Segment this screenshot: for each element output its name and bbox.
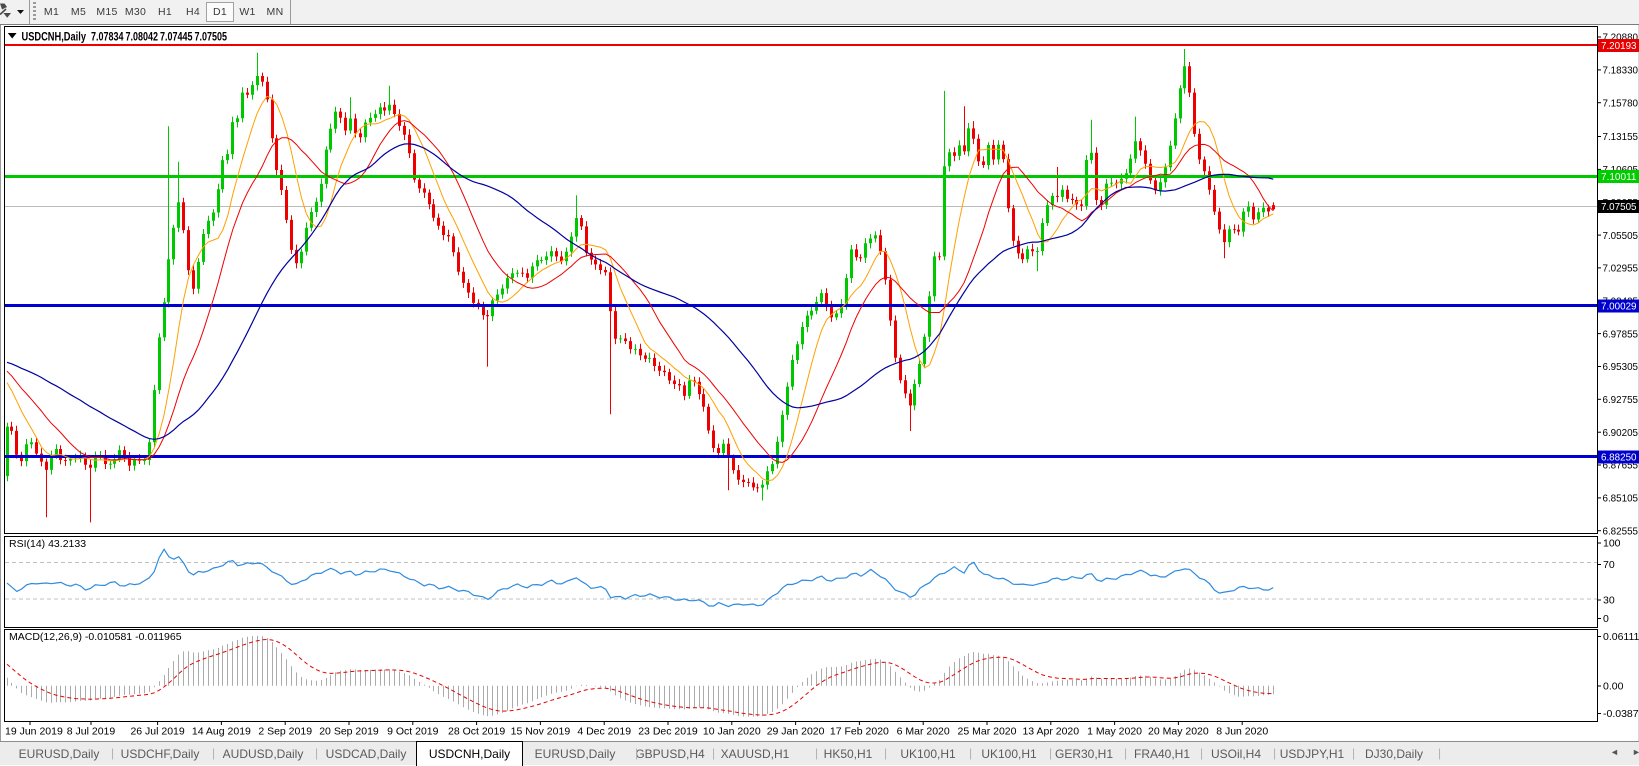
svg-text:0: 0 — [1603, 613, 1609, 625]
svg-text:MACD(12,26,9) -0.010581 -0.011: MACD(12,26,9) -0.010581 -0.011965 — [9, 631, 182, 643]
svg-text:0.061119: 0.061119 — [1603, 631, 1639, 643]
svg-text:29 Jan 2020: 29 Jan 2020 — [767, 726, 825, 738]
svg-text:7.02955: 7.02955 — [1603, 263, 1639, 275]
svg-text:100: 100 — [1603, 538, 1621, 550]
svg-text:-0.038777: -0.038777 — [1603, 708, 1639, 720]
svg-text:6.92755: 6.92755 — [1603, 394, 1639, 406]
svg-text:20 May 2020: 20 May 2020 — [1148, 726, 1209, 738]
svg-text:26 Jul 2019: 26 Jul 2019 — [130, 726, 184, 738]
svg-text:USDCNH,Daily: USDCNH,Daily — [22, 30, 87, 44]
svg-text:25 Mar 2020: 25 Mar 2020 — [958, 726, 1017, 738]
svg-text:6.90205: 6.90205 — [1603, 427, 1639, 439]
svg-text:7.07834: 7.07834 — [91, 30, 124, 44]
svg-text:6.95305: 6.95305 — [1603, 361, 1639, 373]
svg-text:6.85105: 6.85105 — [1603, 493, 1639, 505]
svg-text:6 Mar 2020: 6 Mar 2020 — [897, 726, 950, 738]
svg-text:14 Aug 2019: 14 Aug 2019 — [192, 726, 251, 738]
svg-text:7.13155: 7.13155 — [1603, 131, 1639, 143]
svg-text:8 Jul 2019: 8 Jul 2019 — [67, 726, 116, 738]
svg-text:RSI(14) 43.2133: RSI(14) 43.2133 — [9, 538, 86, 550]
svg-text:6.82555: 6.82555 — [1603, 525, 1639, 537]
svg-text:13 Apr 2020: 13 Apr 2020 — [1022, 726, 1079, 738]
svg-text:23 Dec 2019: 23 Dec 2019 — [638, 726, 698, 738]
svg-text:70: 70 — [1603, 559, 1615, 571]
svg-text:0.00: 0.00 — [1603, 681, 1624, 693]
svg-text:7.18330: 7.18330 — [1603, 65, 1639, 77]
svg-text:7.20193: 7.20193 — [1601, 40, 1637, 52]
svg-text:7.07505: 7.07505 — [195, 30, 228, 44]
svg-text:7.08042: 7.08042 — [126, 30, 159, 44]
svg-text:7.10011: 7.10011 — [1601, 171, 1637, 183]
svg-text:7.07445: 7.07445 — [160, 30, 193, 44]
svg-text:7.05505: 7.05505 — [1603, 230, 1639, 242]
svg-text:1 May 2020: 1 May 2020 — [1087, 726, 1142, 738]
svg-text:17 Feb 2020: 17 Feb 2020 — [830, 726, 889, 738]
svg-text:4 Dec 2019: 4 Dec 2019 — [577, 726, 631, 738]
svg-text:10 Jan 2020: 10 Jan 2020 — [703, 726, 761, 738]
svg-text:6.97855: 6.97855 — [1603, 328, 1639, 340]
svg-text:9 Oct 2019: 9 Oct 2019 — [387, 726, 439, 738]
svg-text:8 Jun 2020: 8 Jun 2020 — [1216, 726, 1268, 738]
svg-text:19 Jun 2019: 19 Jun 2019 — [5, 726, 63, 738]
svg-text:7.07505: 7.07505 — [1601, 201, 1637, 213]
svg-text:7.15780: 7.15780 — [1603, 97, 1639, 109]
svg-text:30: 30 — [1603, 595, 1615, 607]
svg-text:7.00029: 7.00029 — [1601, 301, 1637, 313]
svg-text:15 Nov 2019: 15 Nov 2019 — [511, 726, 571, 738]
svg-text:28 Oct 2019: 28 Oct 2019 — [448, 726, 505, 738]
svg-text:20 Sep 2019: 20 Sep 2019 — [319, 726, 379, 738]
svg-text:2 Sep 2019: 2 Sep 2019 — [258, 726, 312, 738]
svg-text:6.88250: 6.88250 — [1601, 452, 1637, 464]
